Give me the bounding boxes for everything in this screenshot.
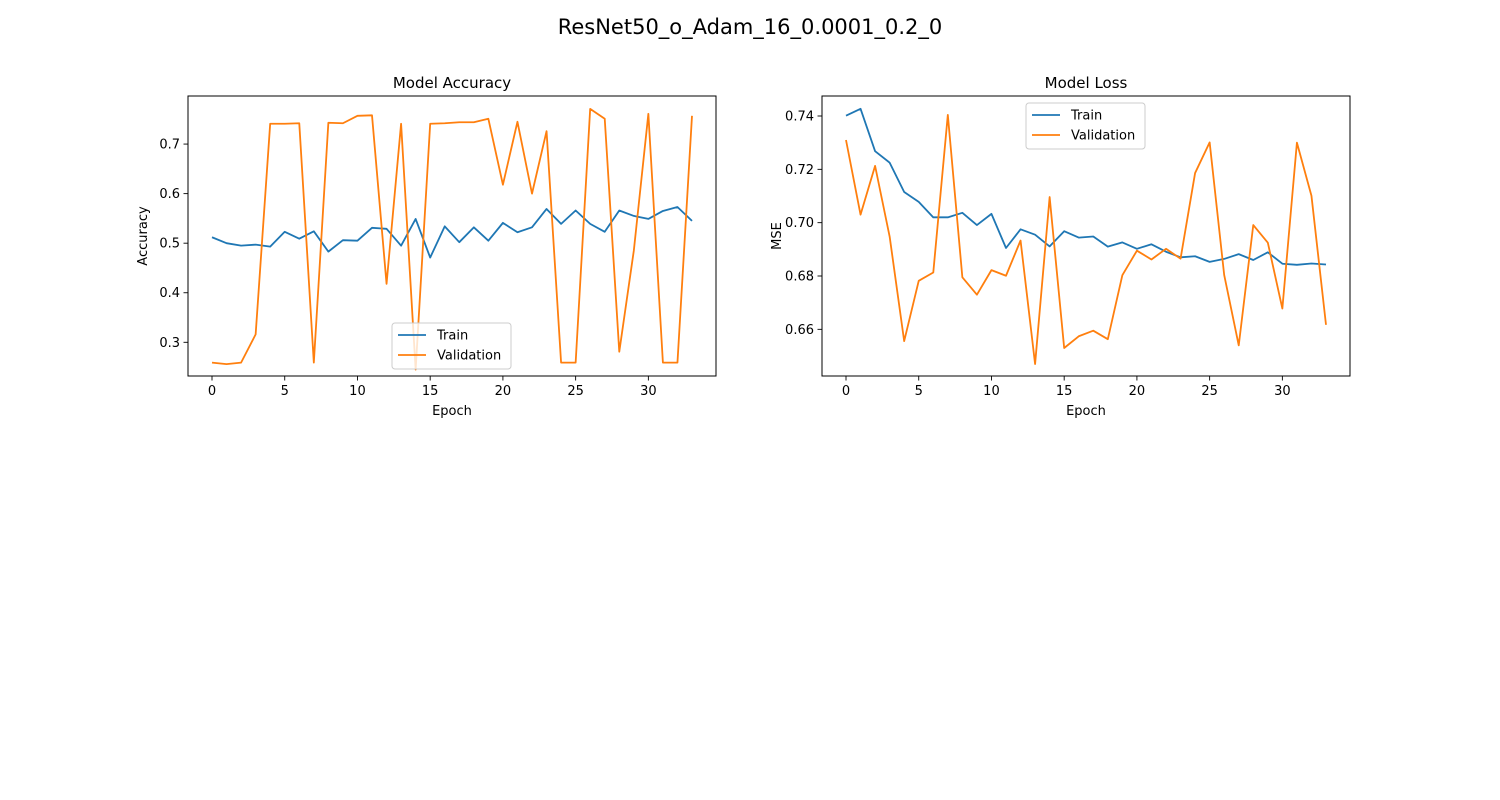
accuracy-x-tick-label: 20 [495,384,512,399]
loss-axes-frame [821,95,1351,377]
accuracy-y-tick-label: 0.5 [159,237,180,252]
accuracy-x-tick-label: 0 [208,384,216,399]
accuracy-axes-frame [187,95,717,377]
loss-x-tick-label: 0 [842,384,850,399]
loss-series-validation-line [845,114,1327,365]
loss-x-tick-label: 30 [1274,384,1291,399]
loss-x-tick-label: 25 [1201,384,1218,399]
accuracy-legend-label-validation: Validation [437,349,501,364]
loss-y-tick-label: 0.68 [785,270,814,285]
accuracy-y-tick-label: 0.3 [159,336,180,351]
accuracy-legend-label-train: Train [436,329,468,344]
loss-y-tick-label: 0.74 [785,110,814,125]
loss-y-tick-label: 0.70 [785,216,814,231]
accuracy-y-axis-label: Accuracy [136,206,151,266]
accuracy-y-tick-label: 0.4 [159,286,180,301]
loss-chart-title: Model Loss [1045,74,1128,92]
loss-legend-label-validation: Validation [1071,129,1135,144]
accuracy-chart: 0 5 10 15 20 25 30 0.3 0.4 0.5 0.6 0.7 Model Accurac… [136,74,717,419]
loss-y-tick-label: 0.72 [785,163,814,178]
loss-legend: Train Validation [1025,102,1146,150]
loss-series-train-line [845,107,1327,266]
accuracy-x-tick-label: 25 [567,384,584,399]
accuracy-x-tick-label: 15 [422,384,439,399]
accuracy-x-axis-label: Epoch [432,404,472,419]
accuracy-legend: Train Validation [391,322,512,370]
loss-x-tick-label: 20 [1129,384,1146,399]
loss-x-axis-label: Epoch [1066,404,1106,419]
loss-legend-label-train: Train [1070,109,1102,124]
accuracy-x-tick-label: 30 [640,384,657,399]
accuracy-x-tick-label: 5 [281,384,289,399]
loss-chart: 0 5 10 15 20 25 30 0.66 0.68 0.70 0.72 0.74 Model Lo… [770,74,1351,419]
accuracy-y-tick-label: 0.6 [159,187,180,202]
figure-title: ResNet50_o_Adam_16_0.0001_0.2_0 [558,15,943,40]
accuracy-y-tick-label: 0.7 [159,138,180,153]
loss-y-tick-label: 0.66 [785,323,814,338]
loss-x-tick-label: 15 [1056,384,1073,399]
accuracy-x-tick-label: 10 [349,384,366,399]
loss-x-tick-label: 10 [983,384,1000,399]
loss-y-axis-label: MSE [770,222,785,250]
accuracy-series-validation-line [211,107,693,371]
loss-x-tick-label: 5 [915,384,923,399]
accuracy-chart-title: Model Accuracy [393,74,511,92]
